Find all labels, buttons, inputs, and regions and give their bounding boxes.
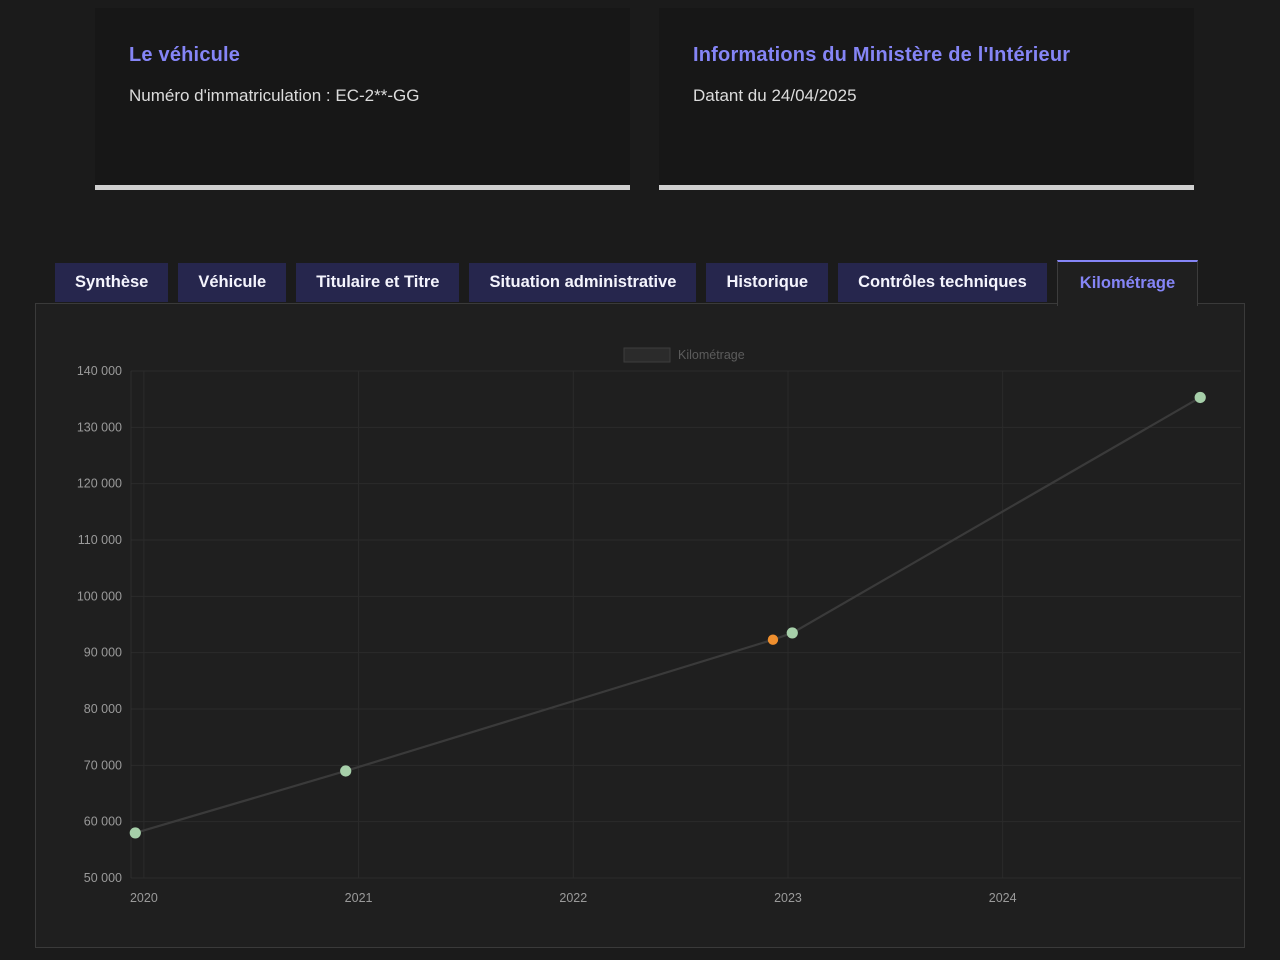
x-tick-label: 2021 <box>345 891 373 905</box>
mileage-panel: 50 000 60 000 70 000 80 000 90 000 100 000 110… <box>35 303 1245 948</box>
legend-swatch <box>623 347 671 363</box>
tab-kilometrage[interactable]: Kilométrage <box>1056 260 1199 306</box>
ministry-card: Informations du Ministère de l'Intérieur… <box>659 8 1194 190</box>
y-tick-label: 140 000 <box>77 364 122 378</box>
tab-controles-techniques[interactable]: Contrôles techniques <box>838 263 1047 302</box>
tab-historique[interactable]: Historique <box>706 263 829 302</box>
mileage-line <box>134 396 1201 834</box>
y-tick-label: 130 000 <box>77 420 122 434</box>
x-tick-label: 2022 <box>559 891 587 905</box>
data-point-green[interactable] <box>340 765 352 777</box>
tab-titulaire-et-titre[interactable]: Titulaire et Titre <box>296 263 460 302</box>
data-point-green[interactable] <box>786 627 798 639</box>
y-tick-label: 70 000 <box>84 758 122 772</box>
y-tick-label: 110 000 <box>78 533 122 547</box>
y-tick-label: 80 000 <box>84 702 122 716</box>
y-tick-label: 100 000 <box>77 589 122 603</box>
y-tick-label: 120 000 <box>77 477 122 491</box>
vehicle-card-title: Le véhicule <box>129 44 241 66</box>
x-tick-label: 2023 <box>774 891 802 905</box>
vehicle-registration-number: Numéro d'immatriculation : EC-2**-GG <box>129 86 420 105</box>
tab-synthese[interactable]: Synthèse <box>55 263 169 302</box>
x-tick-label: 2020 <box>130 891 158 905</box>
vehicle-card: Le véhicule Numéro d'immatriculation : E… <box>95 8 630 190</box>
x-tick-label: 2024 <box>989 891 1017 905</box>
tab-bar: Synthèse Véhicule Titulaire et Titre Situat… <box>55 260 1199 306</box>
y-tick-label: 90 000 <box>84 646 122 660</box>
ministry-card-title: Informations du Ministère de l'Intérieur <box>693 44 1071 66</box>
mileage-chart: 50 000 60 000 70 000 80 000 90 000 100 000 110… <box>77 347 1241 905</box>
y-tick-label: 50 000 <box>84 871 122 885</box>
chart-legend[interactable]: Kilométrage <box>623 347 745 363</box>
data-point-green[interactable] <box>129 827 141 839</box>
data-point-orange[interactable] <box>767 634 779 645</box>
y-tick-label: 60 000 <box>84 815 122 829</box>
ministry-data-date: Datant du 24/04/2025 <box>693 86 857 105</box>
info-cards: Le véhicule Numéro d'immatriculation : E… <box>95 8 1194 190</box>
tab-vehicule[interactable]: Véhicule <box>178 263 287 302</box>
data-point-green[interactable] <box>1194 391 1206 404</box>
tab-situation-administrative[interactable]: Situation administrative <box>469 263 697 302</box>
legend-label: Kilométrage <box>678 348 745 362</box>
